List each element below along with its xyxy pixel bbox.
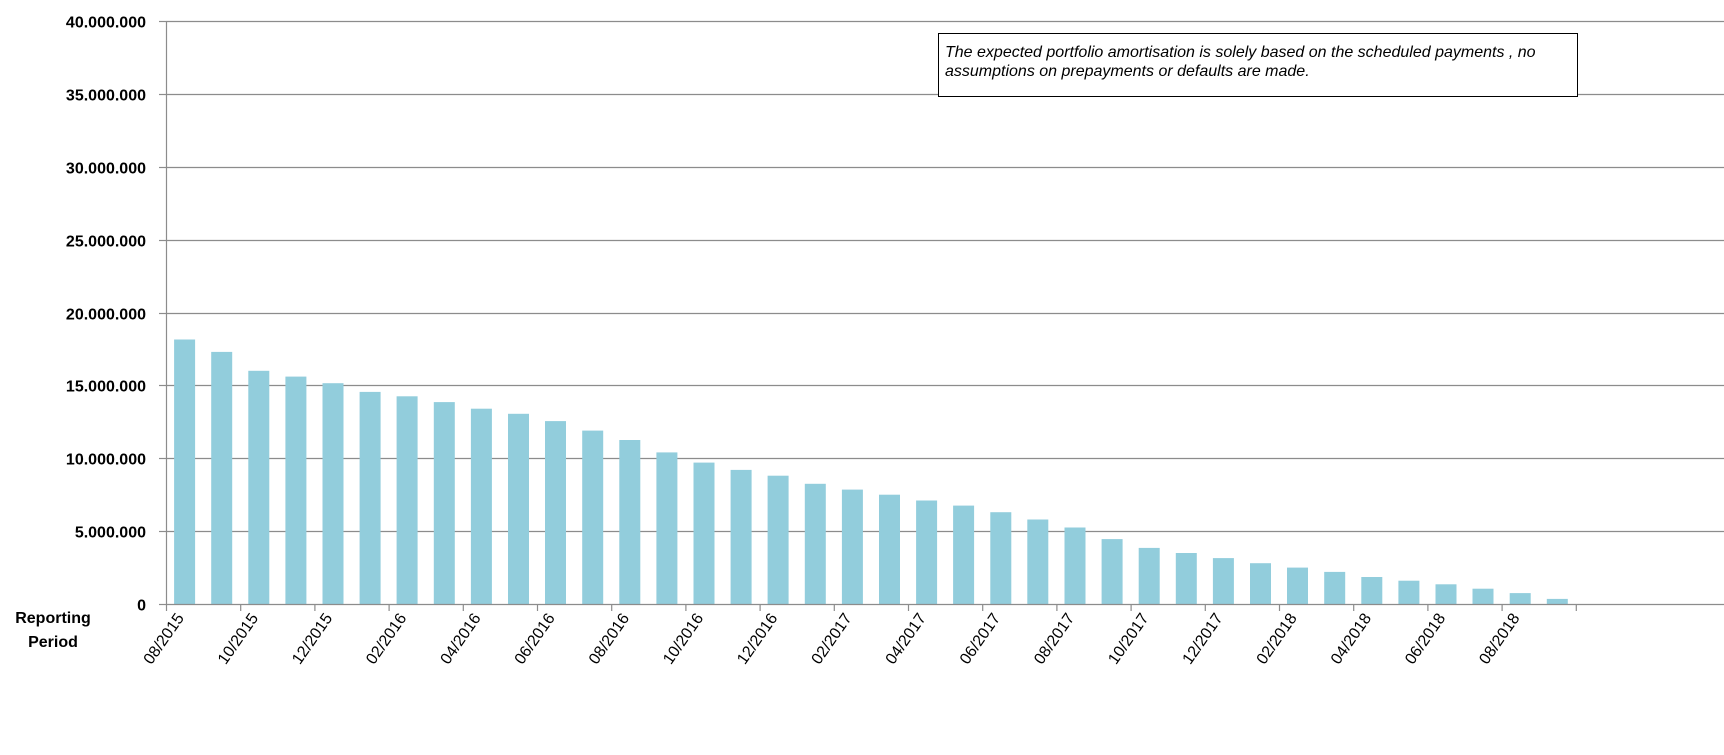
x-axis-tick-labels: 08/2015 10/2015 12/2015 02/2016 04/2016 06/20… <box>141 610 1524 667</box>
bar <box>508 413 529 604</box>
annotation-box: The expected portfolio amortisation is s… <box>938 33 1578 97</box>
x-tick-label: 06/2018 <box>1402 610 1449 667</box>
bar <box>1398 580 1420 604</box>
x-tick-label: 04/2018 <box>1328 610 1375 667</box>
bar <box>322 383 344 604</box>
bar <box>1472 588 1494 604</box>
x-tick-label: 10/2016 <box>660 610 707 667</box>
x-tick-label: 06/2016 <box>512 610 559 667</box>
bar <box>1138 547 1160 604</box>
bar <box>174 339 196 604</box>
bar <box>433 402 455 604</box>
y-tick-label: 15.000.000 <box>66 379 146 396</box>
bar <box>1509 593 1531 604</box>
x-tick-label: 04/2016 <box>438 610 485 667</box>
y-tick-label: 25.000.000 <box>66 234 146 251</box>
x-tick-label: 08/2016 <box>586 610 633 667</box>
bar <box>730 469 752 604</box>
axes <box>159 20 1724 611</box>
x-tick-label: 10/2017 <box>1105 610 1152 667</box>
bar <box>545 421 566 604</box>
bar <box>1287 567 1308 604</box>
bar <box>1546 598 1568 604</box>
bar <box>396 396 418 604</box>
bar <box>285 376 307 604</box>
bar <box>1064 527 1086 604</box>
bar <box>953 505 975 604</box>
y-tick-label: 30.000.000 <box>66 161 146 178</box>
bar <box>1250 563 1271 604</box>
x-tick-label: 10/2015 <box>215 610 262 667</box>
y-tick-label: 10.000.000 <box>66 452 146 469</box>
x-tick-label: 04/2017 <box>883 610 930 667</box>
x-tick-label: 08/2017 <box>1031 610 1078 667</box>
bar <box>1361 577 1383 604</box>
x-tick-label: 08/2018 <box>1476 610 1523 667</box>
bar <box>470 408 492 604</box>
x-axis-title: Reporting Period <box>15 610 91 651</box>
x-tick-label: 12/2015 <box>289 610 336 667</box>
bar <box>990 512 1012 604</box>
bar <box>1027 519 1049 604</box>
x-tick-label: 08/2015 <box>141 610 188 667</box>
y-tick-label: 40.000.000 <box>66 15 146 32</box>
bar <box>1212 558 1234 604</box>
bar <box>656 452 678 604</box>
bar <box>1324 571 1346 604</box>
y-tick-label: 35.000.000 <box>66 88 146 105</box>
x-tick-label: 02/2017 <box>809 610 856 667</box>
gridlines <box>166 20 1724 533</box>
annotation-text: The expected portfolio amortisation is s… <box>945 44 1536 80</box>
x-tick-label: 02/2016 <box>363 610 410 667</box>
y-tick-label: 20.000.000 <box>66 307 146 324</box>
bar <box>1101 539 1123 604</box>
x-tick-label: 12/2016 <box>734 610 781 667</box>
y-tick-label: 0 <box>137 598 146 615</box>
bar <box>359 391 381 604</box>
x-tick-label: 06/2017 <box>957 610 1004 667</box>
bar <box>767 475 789 604</box>
bar <box>693 462 715 604</box>
bar <box>879 494 900 604</box>
bar <box>619 440 641 604</box>
bar-series <box>174 339 1568 604</box>
y-tick-label: 5.000.000 <box>75 525 146 542</box>
bar <box>804 483 826 604</box>
bar <box>1435 584 1457 604</box>
bar <box>582 430 604 604</box>
bar <box>1175 553 1197 604</box>
bar <box>211 351 233 604</box>
y-axis-tick-labels: 0 5.000.000 10.000.000 15.000.000 20.000.000… <box>66 15 146 615</box>
x-tick-label: 12/2017 <box>1180 610 1227 667</box>
x-tick-label: 02/2018 <box>1254 610 1301 667</box>
bar <box>248 370 270 604</box>
bar <box>916 500 938 604</box>
bar <box>841 489 863 604</box>
